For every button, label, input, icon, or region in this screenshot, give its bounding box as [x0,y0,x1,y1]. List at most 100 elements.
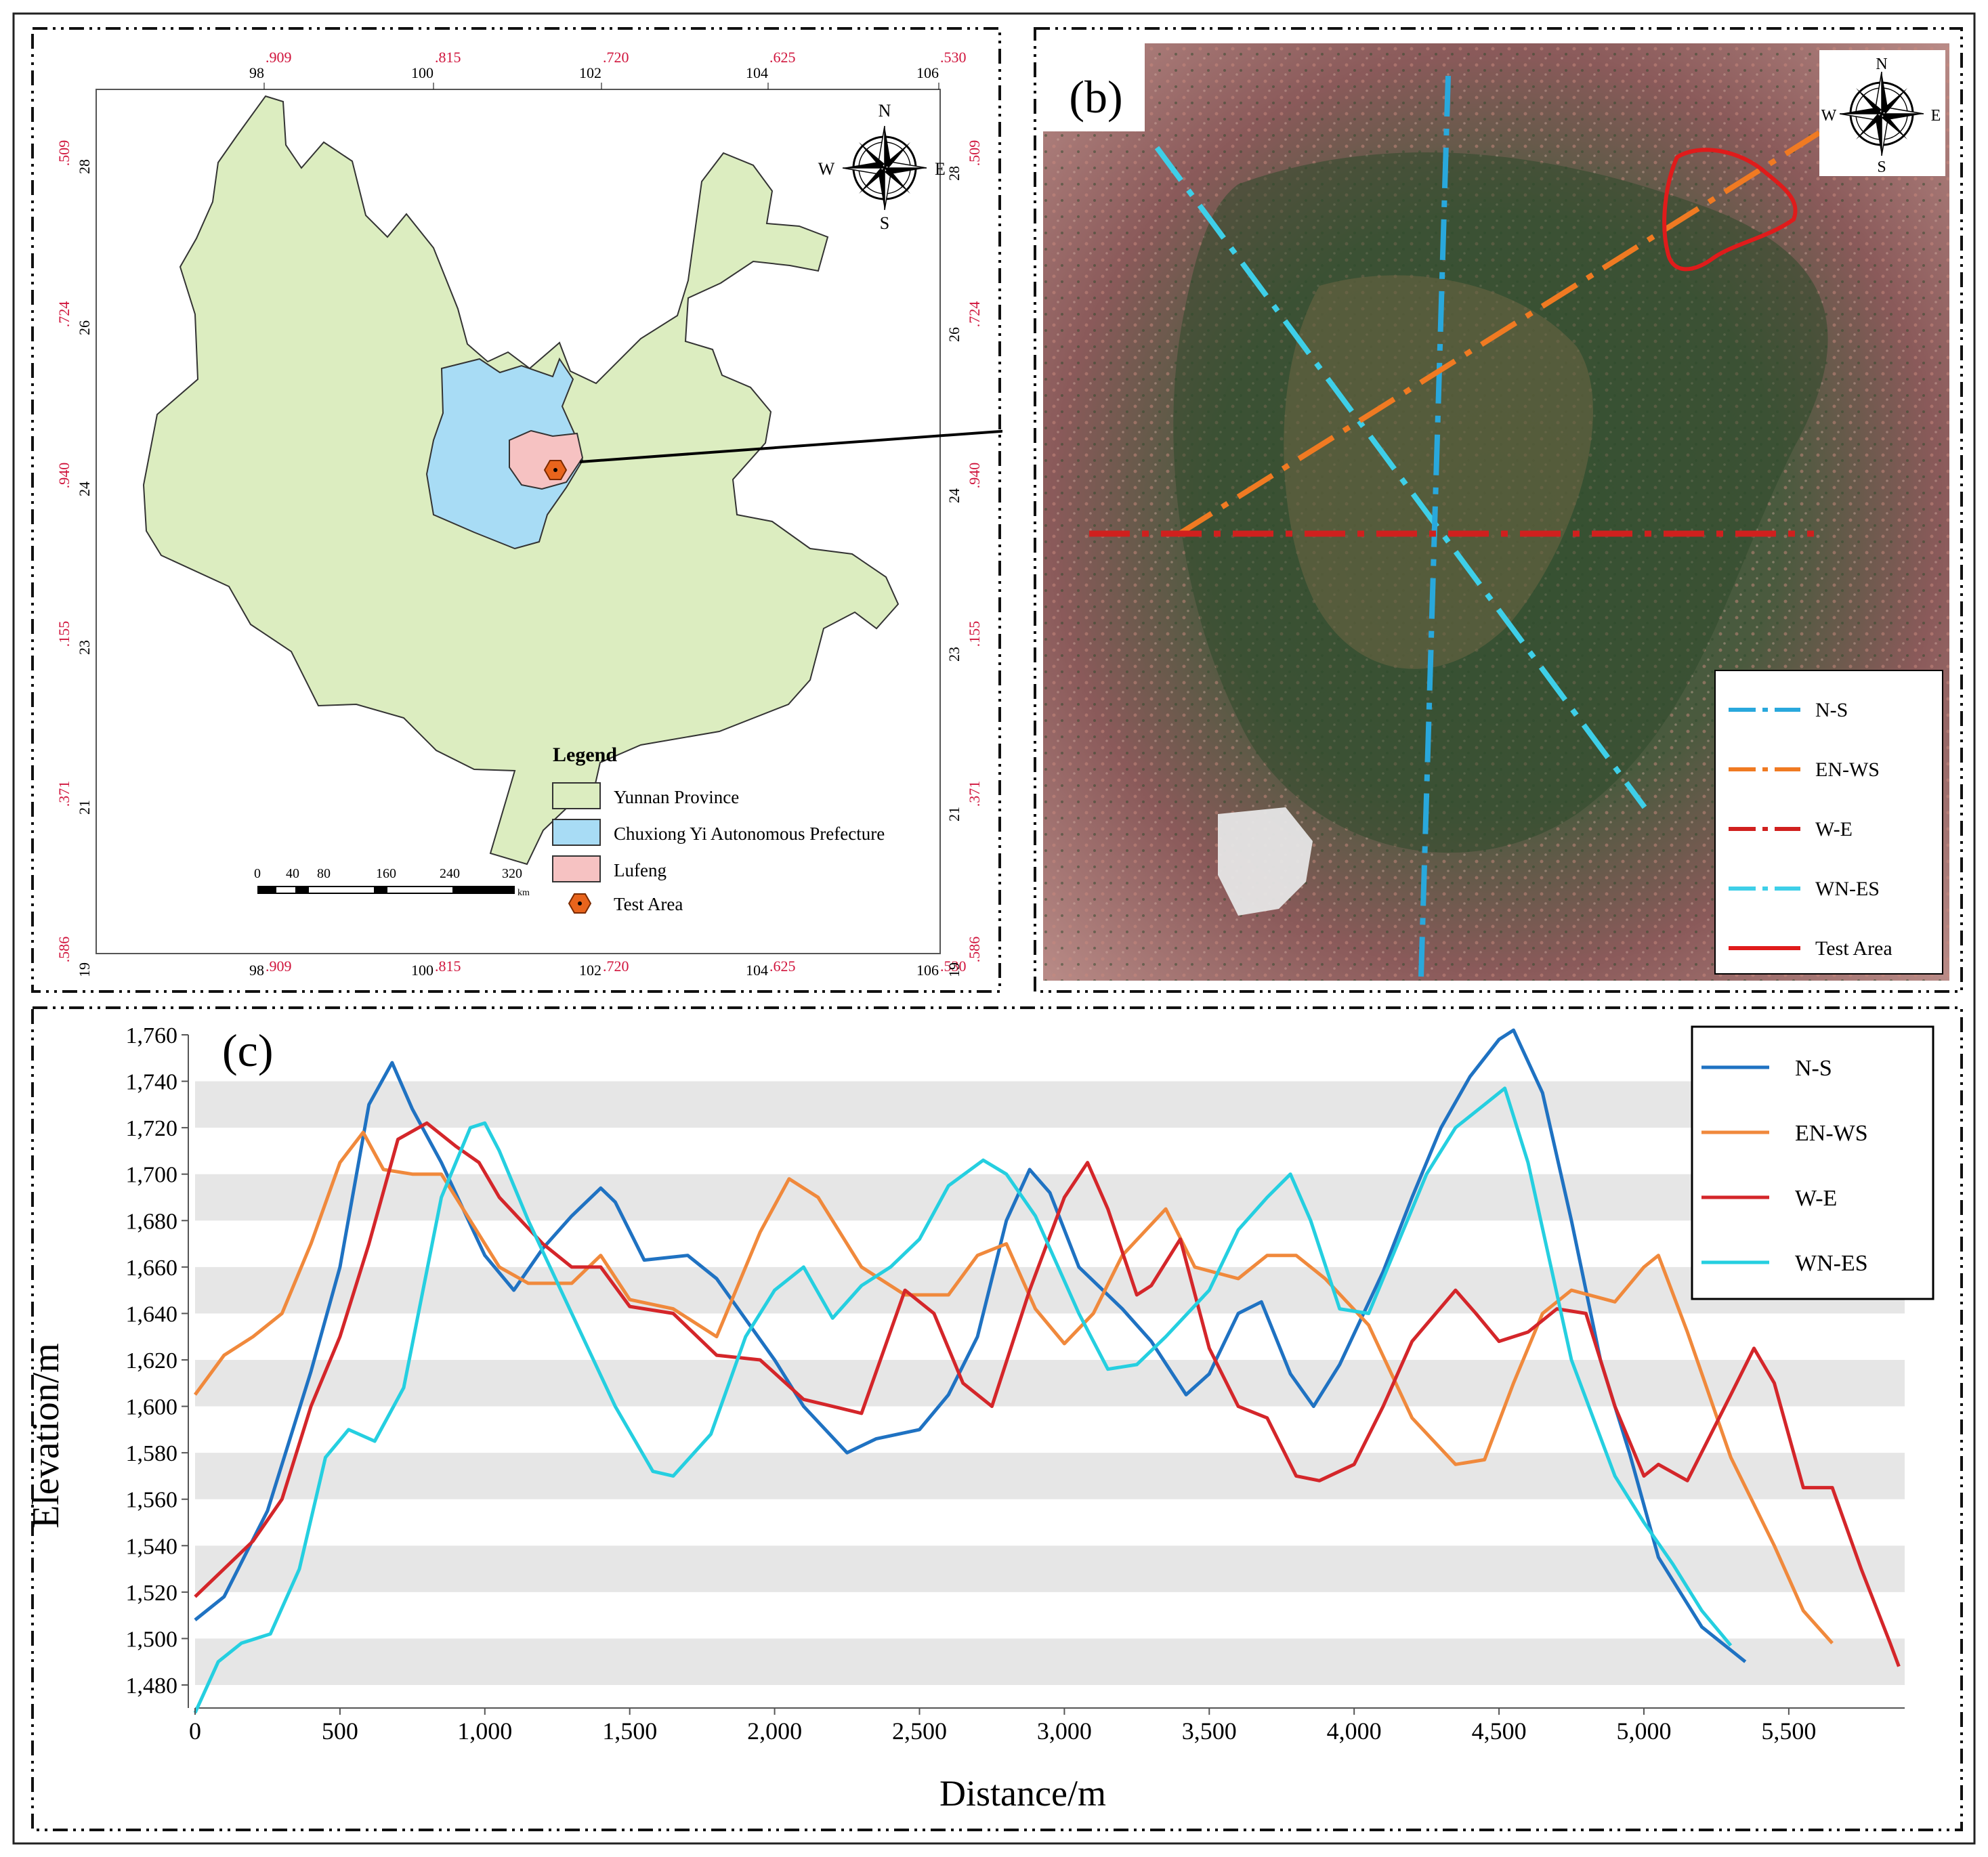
svg-text:40: 40 [286,866,299,881]
svg-text:19: 19 [946,962,963,977]
y-tick-label: 1,640 [126,1302,178,1327]
panel-a-map: N S E W 98.909 100.815 102.720 104.625 1… [56,49,1002,979]
svg-text:.940: .940 [56,463,72,489]
svg-text:100: 100 [411,962,433,979]
svg-text:23: 23 [946,647,963,662]
y-tick-label: 1,500 [126,1627,178,1652]
svg-text:km: km [517,888,530,898]
svg-text:.724: .724 [56,301,72,328]
svg-text:.815: .815 [435,49,461,66]
x-tick-label: 2,000 [747,1717,802,1745]
legend-label: EN-WS [1795,1121,1868,1146]
y-tick-label: 1,600 [126,1395,178,1420]
lat-ticks-left: 28 .509 26 .724 24 .940 23 .155 21 .371 … [56,140,93,977]
series-lines [193,1028,1901,1714]
svg-text:102: 102 [579,962,601,979]
y-tick-label: 1,520 [126,1581,178,1606]
panel-b-frame [1034,27,1963,993]
panel-a-legend: Legend Yunnan Province Chuxiong Yi Auton… [552,744,885,914]
legend-b-label-w-e: W-E [1815,818,1853,840]
svg-text:240: 240 [440,866,460,881]
lat-ticks-right: 28 .509 26 .724 24 .940 23 .155 21 .371 … [946,140,983,977]
reservoir-shape [1218,807,1313,916]
satellite-basin [1173,152,1828,853]
svg-text:104: 104 [746,64,768,81]
compass-rose-a [842,125,927,211]
compass-rose-b [1839,71,1924,156]
axes [188,1035,1905,1709]
x-tick-label: 3,000 [1037,1717,1092,1745]
svg-text:21: 21 [946,807,963,821]
y-tick-label: 1,740 [126,1070,178,1095]
series-line-wn-es [193,1086,1733,1714]
x-tick-label: 500 [322,1717,358,1745]
x-tick-label: 1,000 [457,1717,512,1745]
legend-b-label-en-ws: EN-WS [1815,759,1880,781]
legend-a-label-lufeng: Lufeng [614,860,667,880]
svg-text:26: 26 [76,320,93,335]
profile-line-en-ws [1175,130,1821,538]
legend-b-label-wn-es: WN-ES [1815,878,1880,900]
svg-text:.509: .509 [56,140,72,167]
x-tick-label: 4,500 [1472,1717,1527,1745]
panel-a-frame [31,27,1001,993]
x-tick-label: 4,000 [1327,1717,1382,1745]
y-tick-label: 1,540 [126,1534,178,1559]
legend-b-label-test-area: Test Area [1815,937,1892,960]
compass-b-n: N [1876,56,1887,73]
svg-text:.155: .155 [56,621,72,647]
x-tick-label: 1,500 [602,1717,657,1745]
svg-text:.909: .909 [266,49,292,66]
callout-arrow-line [579,429,1002,463]
x-tick-label: 5,500 [1761,1717,1816,1745]
svg-text:104: 104 [746,962,768,979]
x-tick-labels: 0 500 1,000 1,500 2,000 2,500 3,000 3,500 4,000 4… [189,1708,1816,1745]
legend-label: W-E [1795,1186,1837,1211]
grid-band [195,1453,1905,1499]
svg-text:24: 24 [76,482,93,496]
svg-text:26: 26 [946,327,963,342]
svg-text:19: 19 [76,962,93,977]
svg-text:.940: .940 [966,463,983,489]
compass-b-e: E [1931,107,1941,125]
svg-text:.371: .371 [56,781,72,807]
svg-text:102: 102 [579,64,601,81]
y-tick-label: 1,620 [126,1348,178,1373]
x-tick-label: 0 [189,1717,201,1745]
lon-ticks-top: 98.909 100.815 102.720 104.625 106.530 [249,49,967,89]
chuxiong-prefecture-shape [425,357,584,550]
svg-text:.586: .586 [56,937,72,963]
y-tick-label: 1,560 [126,1488,178,1513]
panel-b-satellite: (b) N S E W N-S EN-WS W-E WN-ES Test Are… [1043,43,1949,981]
svg-text:.720: .720 [603,958,629,975]
legend-a-label-test-area: Test Area [614,894,683,914]
x-tick-label: 3,500 [1182,1717,1237,1745]
compass-a-w: W [818,159,835,179]
x-tick-label: 2,500 [892,1717,947,1745]
svg-text:21: 21 [76,800,93,815]
svg-text:.720: .720 [603,49,629,66]
grid-band [195,1360,1905,1407]
svg-text:0: 0 [254,866,261,881]
grid-band [195,1081,1905,1128]
legend-a-swatch-chuxiong [552,819,601,846]
compass-a-e: E [935,159,946,179]
series-line-w-e [194,1121,1901,1667]
panel-c-tag: (c) [222,1025,273,1076]
y-tick-label: 1,680 [126,1209,178,1234]
svg-text:.625: .625 [769,958,796,975]
compass-a-n: N [879,101,891,121]
legend-a-title: Legend [553,744,617,766]
y-tick-labels: 1,480 1,500 1,520 1,540 1,560 1,580 1,600 1,620… [126,1023,188,1699]
lon-ticks-bottom: 98.909 100.815 102.720 104.625 106.530 [249,958,967,979]
panel-b-tag-box [1043,43,1145,131]
compass-b-w: W [1821,107,1837,125]
svg-text:.509: .509 [966,140,983,167]
y-tick-label: 1,720 [126,1116,178,1141]
svg-text:320: 320 [502,866,522,881]
series-line-en-ws [193,1130,1834,1644]
legend-a-swatch-lufeng [552,855,601,882]
svg-text:106: 106 [916,64,939,81]
svg-text:100: 100 [411,64,433,81]
